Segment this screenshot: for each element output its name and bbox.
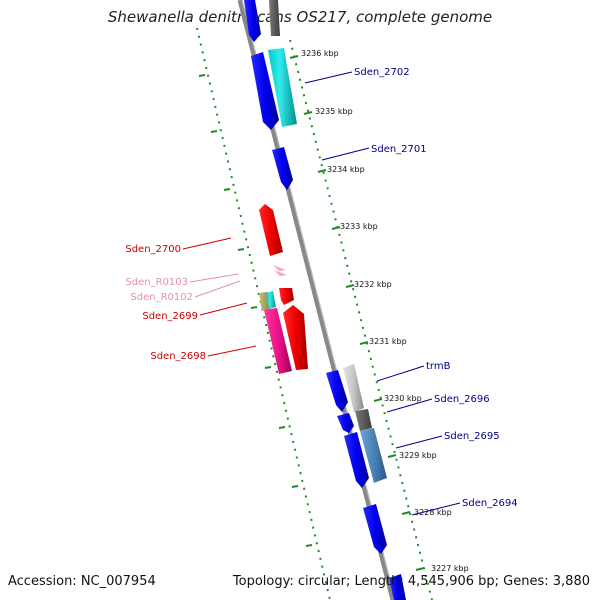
gene-label[interactable]: Sden_R0103 xyxy=(125,277,188,288)
gene-feature[interactable] xyxy=(272,147,293,190)
gene-feature[interactable] xyxy=(266,291,276,309)
gene-feature[interactable] xyxy=(363,504,387,554)
gene-feature[interactable] xyxy=(360,428,387,483)
kbp-label: 3227 kbp xyxy=(431,564,469,573)
gene-label[interactable]: Sden_2700 xyxy=(125,244,181,255)
gene-feature[interactable] xyxy=(355,409,372,431)
left-ring-major-ticks xyxy=(198,74,313,547)
gene-feature[interactable] xyxy=(264,308,292,374)
kbp-label: 3230 kbp xyxy=(384,394,422,403)
gene-label[interactable]: Sden_2702 xyxy=(354,67,410,78)
kbp-label: 3232 kbp xyxy=(354,280,392,289)
gene-feature[interactable] xyxy=(251,52,279,130)
gene-labels: Sden_2702 Sden_2701 Sden_2700 Sden_R0103… xyxy=(125,67,517,509)
gene-feature[interactable] xyxy=(273,265,286,271)
kbp-label: 3229 kbp xyxy=(399,451,437,460)
gene-feature[interactable] xyxy=(279,288,294,305)
gene-label[interactable]: Sden_2695 xyxy=(444,431,500,442)
gene-feature[interactable] xyxy=(326,370,348,412)
kbp-label: 3235 kbp xyxy=(315,107,353,116)
gene-feature[interactable] xyxy=(283,305,308,370)
kbp-labels: 3236 kbp 3235 kbp 3234 kbp 3233 kbp 3232… xyxy=(301,49,469,573)
kbp-label: 3236 kbp xyxy=(301,49,339,58)
gene-label[interactable]: Sden_2698 xyxy=(150,351,206,362)
map-title: Shewanella denitrificans OS217, complete… xyxy=(107,8,493,26)
gene-feature[interactable] xyxy=(274,270,287,276)
kbp-label: 3234 kbp xyxy=(327,165,365,174)
kbp-ticks xyxy=(289,55,425,571)
forward-strand-genes xyxy=(268,0,387,483)
gene-label[interactable]: Sden_2696 xyxy=(434,394,490,405)
gene-feature[interactable] xyxy=(244,0,261,42)
gene-feature[interactable] xyxy=(344,432,369,488)
gene-label[interactable]: Sden_2694 xyxy=(462,498,518,509)
inner-dotted-ring xyxy=(289,39,433,600)
gene-feature[interactable] xyxy=(337,413,354,433)
label-leader-lines xyxy=(182,71,461,516)
gene-feature[interactable] xyxy=(389,574,406,600)
topology-text: Topology: circular; Length: 4,545,906 bp… xyxy=(232,574,590,589)
kbp-label: 3233 kbp xyxy=(340,222,378,231)
gene-feature[interactable] xyxy=(268,48,297,127)
gene-label[interactable]: Sden_2701 xyxy=(371,144,427,155)
gene-feature[interactable] xyxy=(259,204,283,256)
kbp-label: 3228 kbp xyxy=(414,508,452,517)
gene-label[interactable]: trmB xyxy=(426,361,451,372)
gene-feature[interactable] xyxy=(269,0,280,36)
kbp-label: 3231 kbp xyxy=(369,337,407,346)
reverse-strand-genes xyxy=(244,0,406,600)
gene-label[interactable]: Sden_R0102 xyxy=(130,292,193,303)
accession-text: Accession: NC_007954 xyxy=(8,574,156,589)
outer-dotted-ring xyxy=(196,27,331,600)
gene-label[interactable]: Sden_2699 xyxy=(142,311,198,322)
gene-feature[interactable] xyxy=(343,364,364,412)
